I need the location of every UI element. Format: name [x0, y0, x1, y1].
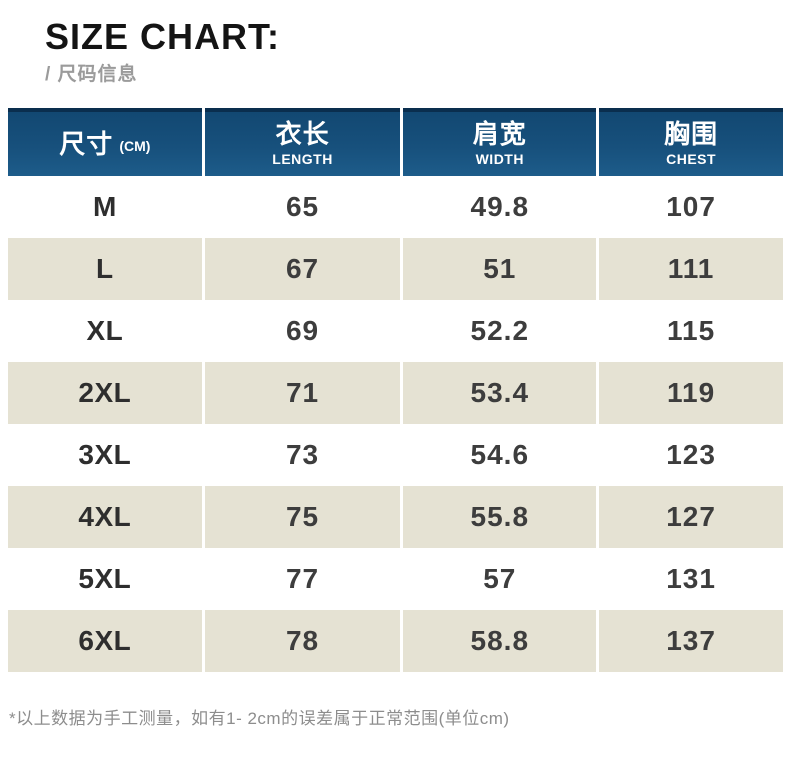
chest-value-cell: 137	[599, 610, 783, 672]
length-value-cell: 71	[204, 362, 401, 424]
header-width-zh: 肩宽	[472, 119, 527, 149]
header-size-label: 尺寸 (CM)	[59, 130, 150, 158]
table-row: 6XL 78 58.8 137	[8, 610, 783, 672]
width-value-cell: 58.8	[403, 610, 597, 672]
table-row: 5XL 77 57 131	[8, 548, 783, 610]
header-length-en: LENGTH	[272, 151, 333, 167]
width-value-cell: 51	[403, 238, 597, 300]
header-cell-chest: 胸围 CHEST	[599, 108, 783, 176]
header-size-unit: (CM)	[119, 138, 151, 154]
length-value-cell: 75	[204, 486, 401, 548]
chest-value-cell: 127	[599, 486, 783, 548]
header-length-zh: 衣长	[275, 119, 330, 149]
header-cell-width: 肩宽 WIDTH	[403, 108, 597, 176]
size-cell: M	[8, 176, 202, 238]
size-cell: 6XL	[8, 610, 202, 672]
size-cell: L	[8, 238, 202, 300]
width-value-cell: 52.2	[403, 300, 597, 362]
table-row: 2XL 71 53.4 119	[8, 362, 783, 424]
chest-value-cell: 119	[599, 362, 783, 424]
size-table: 尺寸 (CM) 衣长 LENGTH 肩宽 WIDTH 胸围 CHEST M 65 4…	[8, 108, 783, 672]
table-row: 3XL 73 54.6 123	[8, 424, 783, 486]
chest-value-cell: 115	[599, 300, 783, 362]
footnote: *以上数据为手工测量，如有1- 2cm的误差属于正常范围(单位cm)	[9, 709, 510, 728]
header-chest-zh: 胸围	[664, 119, 719, 149]
width-value-cell: 57	[403, 548, 597, 610]
table-header-row: 尺寸 (CM) 衣长 LENGTH 肩宽 WIDTH 胸围 CHEST	[8, 108, 783, 176]
width-value-cell: 55.8	[403, 486, 597, 548]
length-value-cell: 73	[204, 424, 401, 486]
chest-value-cell: 131	[599, 548, 783, 610]
page-subtitle: / 尺码信息	[45, 64, 138, 85]
header-cell-size: 尺寸 (CM)	[8, 108, 202, 176]
width-value-cell: 53.4	[403, 362, 597, 424]
page-header: SIZE CHART: / 尺码信息	[0, 0, 790, 87]
table-row: 4XL 75 55.8 127	[8, 486, 783, 548]
header-size-zh: 尺寸	[59, 129, 114, 159]
header-cell-length: 衣长 LENGTH	[204, 108, 401, 176]
table-row: L 67 51 111	[8, 238, 783, 300]
size-cell: 2XL	[8, 362, 202, 424]
chest-value-cell: 111	[599, 238, 783, 300]
width-value-cell: 54.6	[403, 424, 597, 486]
table-row: XL 69 52.2 115	[8, 300, 783, 362]
width-value-cell: 49.8	[403, 176, 597, 238]
size-cell: XL	[8, 300, 202, 362]
size-cell: 3XL	[8, 424, 202, 486]
length-value-cell: 77	[204, 548, 401, 610]
length-value-cell: 78	[204, 610, 401, 672]
table-body: M 65 49.8 107 L 67 51 111 XL 69 52.2 115 2XL 71 53.4 11…	[8, 176, 783, 672]
length-value-cell: 69	[204, 300, 401, 362]
chest-value-cell: 123	[599, 424, 783, 486]
size-cell: 4XL	[8, 486, 202, 548]
length-value-cell: 65	[204, 176, 401, 238]
table-row: M 65 49.8 107	[8, 176, 783, 238]
header-width-en: WIDTH	[475, 151, 524, 167]
length-value-cell: 67	[204, 238, 401, 300]
header-chest-en: CHEST	[666, 151, 717, 167]
page-title: SIZE CHART:	[45, 16, 280, 57]
chest-value-cell: 107	[599, 176, 783, 238]
size-cell: 5XL	[8, 548, 202, 610]
